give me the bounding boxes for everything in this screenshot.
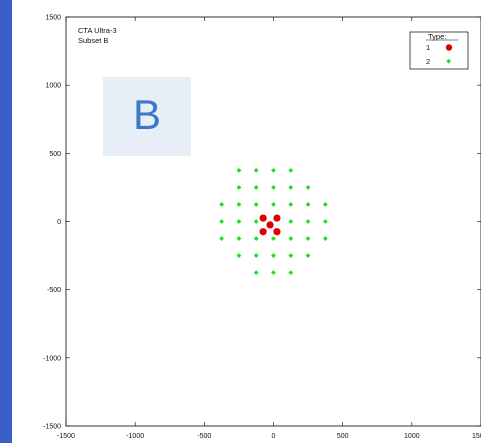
- series-2-point: [288, 202, 294, 207]
- legend-title: Type:: [428, 32, 446, 41]
- series-2-point: [253, 236, 259, 241]
- series-2-point: [253, 270, 259, 276]
- annotation-line-1: CTA Ultra-3: [78, 26, 117, 35]
- y-tick-labels: -1500 -1000 -500 0 500 1000 1500: [43, 15, 61, 431]
- legend: Type: 1 2: [409, 31, 469, 70]
- axis-ticks: [65, 16, 481, 427]
- series-2-point: [253, 219, 259, 224]
- series-2-point: [322, 236, 328, 241]
- y-tick-label: 1500: [45, 15, 61, 22]
- x-tick-label: -1500: [57, 433, 75, 440]
- series-2-point: [271, 236, 276, 241]
- series-2-point: [305, 236, 311, 241]
- series-2-point: [305, 219, 311, 224]
- series-2-point: [288, 167, 294, 173]
- series-1-point: [259, 214, 267, 222]
- x-tick-labels: -1500 -1000 -500 0 500 1000 150: [57, 433, 481, 440]
- series-2-point: [253, 167, 259, 173]
- series-2-point: [236, 202, 242, 207]
- y-tick-label: 0: [57, 219, 61, 226]
- y-tick-label: -1000: [43, 355, 61, 362]
- series-2-point: [271, 185, 276, 190]
- subset-label-box: [103, 77, 191, 156]
- legend-label-1: 1: [426, 43, 430, 52]
- series-2-point: [271, 167, 276, 173]
- y-tick-label: -1500: [43, 424, 61, 431]
- legend-marker-1: [445, 44, 453, 51]
- series-2-point: [305, 202, 311, 207]
- series-2-point: [322, 202, 328, 207]
- x-tick-label: 500: [337, 433, 349, 440]
- x-tick-label: -500: [197, 433, 211, 440]
- annotation-line-2: Subset B: [78, 36, 108, 45]
- series-2-point: [253, 202, 259, 207]
- series-2-point: [253, 253, 259, 258]
- y-tick-label: 500: [49, 151, 61, 158]
- series-1-point: [273, 228, 281, 236]
- series-1-point: [273, 214, 281, 222]
- series-2-point: [271, 270, 276, 276]
- legend-label-2: 2: [426, 57, 430, 66]
- series-2-point: [288, 253, 294, 258]
- series-1-point: [266, 221, 274, 229]
- series-2-points: [219, 167, 328, 276]
- series-2-point: [271, 202, 276, 207]
- series-2-point: [305, 253, 311, 258]
- x-tick-label: 1000: [404, 433, 420, 440]
- x-tick-label: 0: [272, 433, 276, 440]
- series-2-point: [236, 185, 242, 190]
- series-2-point: [271, 253, 276, 258]
- series-2-point: [236, 219, 242, 224]
- subset-label-letter: B: [132, 91, 161, 138]
- x-tick-label: -1000: [126, 433, 144, 440]
- series-2-point: [305, 185, 311, 190]
- series-2-point: [253, 185, 259, 190]
- series-2-point: [288, 219, 294, 224]
- y-tick-label: 1000: [45, 83, 61, 90]
- legend-box: [409, 31, 469, 70]
- x-tick-label: 150: [472, 433, 481, 440]
- series-1-points: [259, 214, 281, 236]
- series-2-point: [236, 236, 242, 241]
- series-2-point: [322, 219, 328, 224]
- y-tick-label: -500: [47, 287, 61, 294]
- series-1-point: [259, 228, 267, 236]
- series-2-point: [236, 167, 242, 173]
- series-2-point: [219, 236, 225, 241]
- series-2-point: [236, 253, 242, 258]
